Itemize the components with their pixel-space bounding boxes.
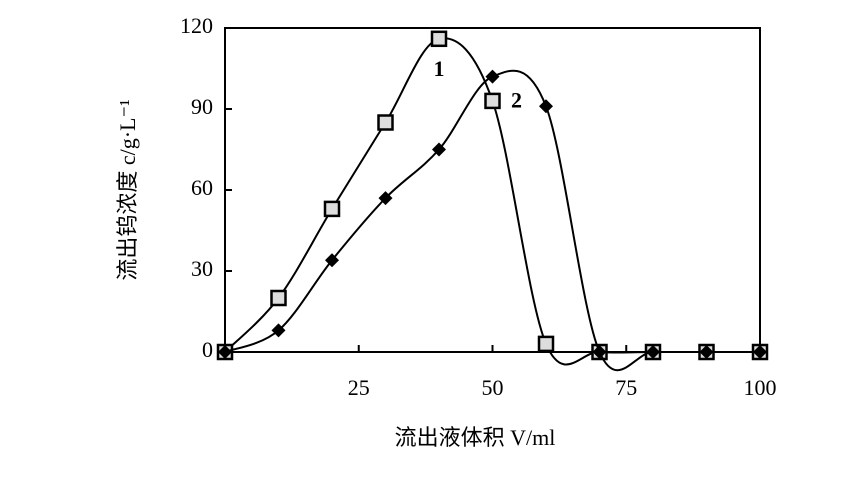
marker-diamond	[271, 323, 286, 338]
y-axis-label: 流出钨浓度 c/g·L⁻¹	[115, 99, 140, 280]
marker-diamond	[646, 345, 660, 359]
y-tick-label: 120	[180, 13, 213, 38]
x-tick-label: 25	[348, 375, 370, 400]
marker-square	[484, 92, 501, 110]
marker-diamond	[539, 99, 553, 114]
marker-diamond	[699, 345, 714, 359]
y-tick-label: 90	[191, 94, 213, 119]
x-tick-label: 50	[482, 375, 504, 400]
marker-square	[377, 114, 394, 131]
series-label: 2	[511, 88, 522, 113]
marker-diamond	[753, 345, 767, 359]
y-tick-label: 60	[191, 175, 213, 200]
marker-diamond	[378, 191, 393, 206]
series-line	[224, 37, 760, 366]
x-axis-label: 流出液体积 V/ml	[395, 425, 556, 450]
x-tick-label: 100	[744, 375, 777, 400]
marker-diamond	[218, 345, 232, 359]
x-tick-label: 75	[615, 375, 637, 400]
marker-square	[430, 30, 448, 48]
series-label: 1	[434, 56, 445, 81]
marker-diamond	[432, 142, 446, 157]
marker-square	[537, 335, 555, 353]
marker-diamond	[325, 253, 339, 268]
series-line	[224, 69, 760, 372]
marker-square	[323, 200, 341, 218]
y-tick-label: 30	[191, 256, 213, 281]
marker-square	[270, 289, 287, 307]
marker-diamond	[485, 69, 500, 84]
y-tick-label: 0	[202, 337, 213, 362]
marker-diamond	[592, 345, 607, 359]
